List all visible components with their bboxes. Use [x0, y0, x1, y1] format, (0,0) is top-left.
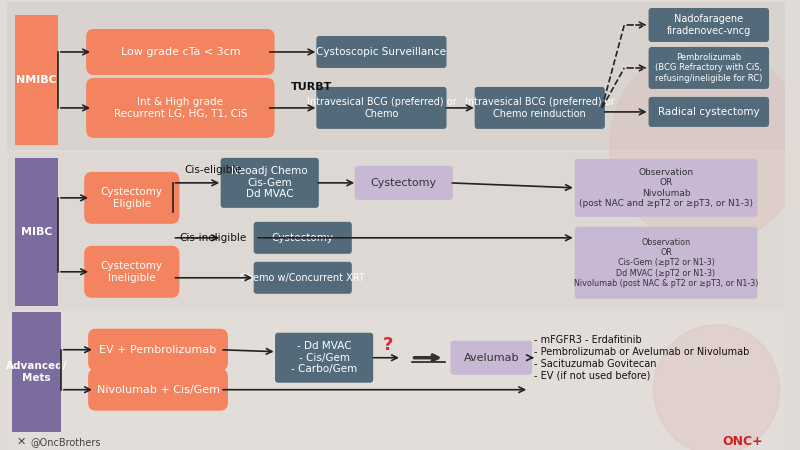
Text: EV + Pembrolizumab: EV + Pembrolizumab: [99, 345, 217, 355]
Text: Int & High grade
Recurrent LG, HG, T1, CiS: Int & High grade Recurrent LG, HG, T1, C…: [114, 97, 247, 119]
Text: Radical cystectomy: Radical cystectomy: [658, 107, 760, 117]
FancyBboxPatch shape: [7, 312, 785, 450]
FancyBboxPatch shape: [316, 87, 446, 129]
Text: Nadofaragene
firadenovec-vncg: Nadofaragene firadenovec-vncg: [666, 14, 751, 36]
Text: Observation
OR
Cis-Gem (≥pT2 or N1-3)
Dd MVAC (≥pT2 or N1-3)
Nivolumab (post NAC: Observation OR Cis-Gem (≥pT2 or N1-3) Dd…: [574, 238, 758, 288]
Text: ✕: ✕: [16, 436, 26, 447]
FancyBboxPatch shape: [354, 166, 453, 200]
FancyBboxPatch shape: [254, 262, 352, 294]
Text: Nivolumab + Cis/Gem: Nivolumab + Cis/Gem: [97, 385, 219, 395]
FancyBboxPatch shape: [474, 87, 605, 129]
FancyBboxPatch shape: [649, 47, 769, 89]
FancyBboxPatch shape: [86, 78, 274, 138]
FancyBboxPatch shape: [7, 2, 785, 150]
FancyBboxPatch shape: [574, 227, 758, 299]
Text: - Dd MVAC
- Cis/Gem
- Carbo/Gem: - Dd MVAC - Cis/Gem - Carbo/Gem: [291, 341, 358, 374]
Text: MIBC: MIBC: [21, 227, 52, 237]
Text: TURBT: TURBT: [291, 82, 332, 92]
Circle shape: [654, 325, 780, 450]
FancyBboxPatch shape: [7, 152, 785, 310]
FancyBboxPatch shape: [15, 15, 58, 145]
FancyBboxPatch shape: [84, 172, 179, 224]
Text: Cystoscopic Surveillance: Cystoscopic Surveillance: [317, 47, 446, 57]
FancyBboxPatch shape: [450, 341, 532, 375]
FancyBboxPatch shape: [12, 312, 61, 432]
Text: Chemo w/Concurrent XRT: Chemo w/Concurrent XRT: [240, 273, 365, 283]
Text: Low grade cTa < 3cm: Low grade cTa < 3cm: [121, 47, 240, 57]
FancyBboxPatch shape: [88, 329, 228, 371]
Text: ?: ?: [383, 336, 394, 354]
FancyBboxPatch shape: [275, 333, 373, 382]
Text: Intravesical BCG (preferred) or
Chemo reinduction: Intravesical BCG (preferred) or Chemo re…: [465, 97, 614, 119]
FancyBboxPatch shape: [649, 8, 769, 42]
Text: Neoadj Chemo
Cis-Gem
Dd MVAC: Neoadj Chemo Cis-Gem Dd MVAC: [231, 166, 308, 199]
Text: @OncBrothers: @OncBrothers: [30, 436, 102, 447]
FancyBboxPatch shape: [254, 222, 352, 254]
FancyBboxPatch shape: [316, 36, 446, 68]
Text: Cis-ineligible: Cis-ineligible: [180, 233, 247, 243]
Text: NMIBC: NMIBC: [16, 75, 57, 85]
FancyBboxPatch shape: [15, 158, 58, 306]
FancyBboxPatch shape: [84, 246, 179, 298]
Text: Cystectomy: Cystectomy: [370, 178, 437, 188]
FancyBboxPatch shape: [574, 159, 758, 217]
Text: ONC+: ONC+: [722, 435, 763, 448]
Text: Intravesical BCG (preferred) or
Chemo: Intravesical BCG (preferred) or Chemo: [306, 97, 456, 119]
FancyBboxPatch shape: [221, 158, 318, 208]
Text: Cystectomy
Eligible: Cystectomy Eligible: [101, 187, 162, 209]
FancyBboxPatch shape: [649, 97, 769, 127]
Text: - mFGFR3 - Erdafitinib
- Pembrolizumab or Avelumab or Nivolumab
- Sacituzumab Go: - mFGFR3 - Erdafitinib - Pembrolizumab o…: [534, 335, 750, 380]
Text: Pembrolizumab
(BCG Refractory with CiS,
refusing/ineligible for RC): Pembrolizumab (BCG Refractory with CiS, …: [655, 53, 762, 83]
FancyBboxPatch shape: [86, 29, 274, 75]
Text: Advanced/
Mets: Advanced/ Mets: [6, 361, 67, 382]
Text: Cystectomy
Ineligible: Cystectomy Ineligible: [101, 261, 162, 283]
Text: Cystectomy: Cystectomy: [272, 233, 334, 243]
FancyBboxPatch shape: [88, 369, 228, 411]
Text: Observation
OR
Nivolumab
(post NAC and ≥pT2 or ≥pT3, or N1-3): Observation OR Nivolumab (post NAC and ≥…: [579, 168, 753, 208]
Text: Avelumab: Avelumab: [463, 353, 519, 363]
Text: Cis-eligible: Cis-eligible: [185, 165, 242, 175]
Circle shape: [610, 45, 800, 245]
